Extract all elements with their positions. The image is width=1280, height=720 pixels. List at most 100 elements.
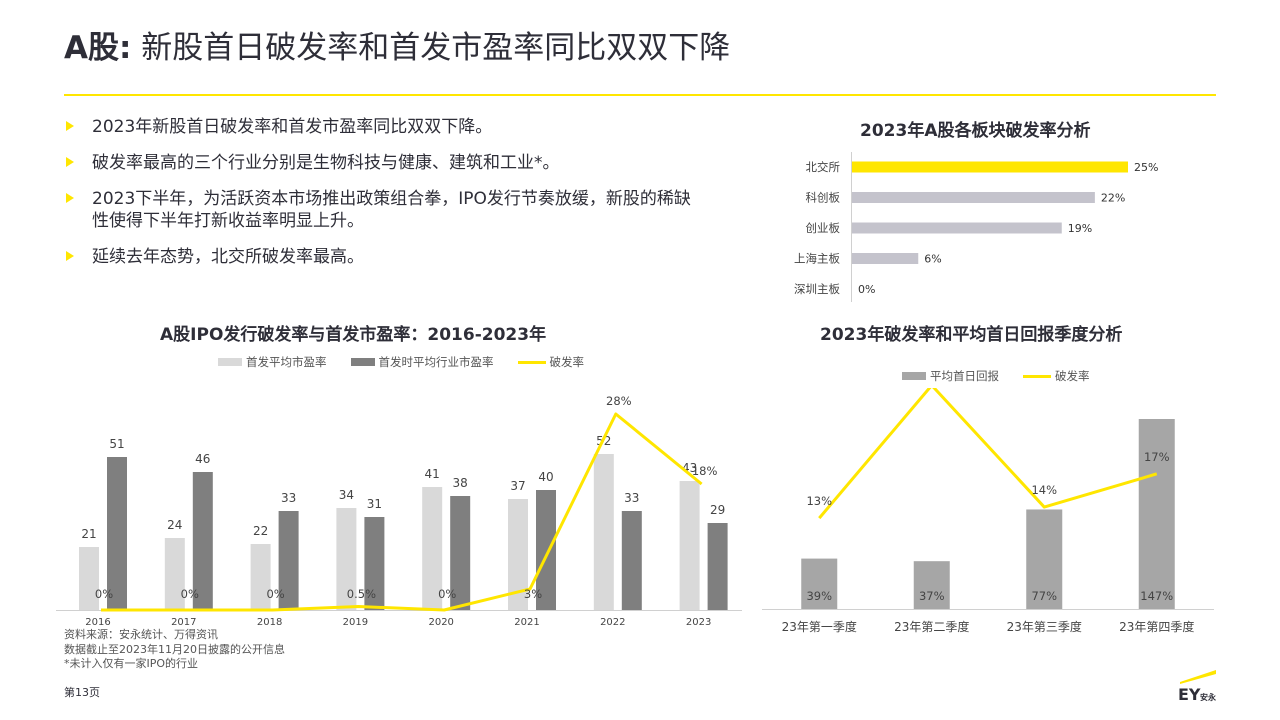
line-value-label: 0% bbox=[266, 587, 284, 601]
bar-value-label: 37% bbox=[919, 589, 945, 603]
value-label-avg: 37 bbox=[510, 479, 525, 493]
x-tick-label: 2019 bbox=[343, 617, 368, 628]
legend-swatch-grey bbox=[902, 372, 926, 380]
bar bbox=[852, 253, 919, 264]
logo-sub: 安永 bbox=[1200, 692, 1216, 702]
bar-avg-pe bbox=[164, 538, 185, 610]
bar-industry-pe bbox=[192, 472, 213, 610]
bar-industry-pe bbox=[536, 490, 556, 610]
value-label-avg: 22 bbox=[253, 524, 268, 538]
category-label: 科创板 bbox=[806, 191, 841, 205]
x-tick-label: 2022 bbox=[600, 617, 625, 628]
line-value-label: 13% bbox=[806, 494, 832, 508]
line-value-label: 3% bbox=[524, 587, 542, 601]
bullet-item: 2023年新股首日破发率和首发市盈率同比双双下降。 bbox=[64, 116, 704, 138]
line-value-label: 17% bbox=[1144, 450, 1170, 464]
value-label-industry: 40 bbox=[538, 470, 553, 484]
source-notes: 资料来源：安永统计、万得资讯 数据截止至2023年11月20日披露的公开信息 *… bbox=[64, 628, 285, 672]
x-tick-label: 23年第一季度 bbox=[782, 619, 857, 634]
break-rate-line bbox=[101, 412, 703, 612]
value-label-industry: 46 bbox=[195, 452, 210, 466]
annual-chart-title: A股IPO发行破发率与首发市盈率：2016-2023年 bbox=[160, 325, 547, 345]
bar-first-day-return bbox=[913, 561, 950, 609]
bar-value-label: 77% bbox=[1031, 589, 1057, 603]
bar-value-label: 147% bbox=[1140, 589, 1173, 603]
page-number: 第13页 bbox=[64, 686, 100, 699]
value-label-industry: 31 bbox=[367, 497, 382, 511]
bar-avg-pe bbox=[508, 499, 528, 610]
bar-first-day-return bbox=[1138, 419, 1175, 609]
value-label-avg: 21 bbox=[81, 527, 96, 541]
category-label: 北交所 bbox=[806, 160, 841, 174]
x-tick-label: 2016 bbox=[85, 617, 110, 628]
value-label: 22% bbox=[1101, 192, 1125, 205]
legend-label: 破发率 bbox=[1055, 369, 1090, 383]
ey-logo: EY 安永 bbox=[1178, 670, 1216, 704]
board-break-rate-chart: 北交所 25% 科创板 22% 创业板 19% 上海主板 6% 深圳主板 0% bbox=[794, 152, 1158, 302]
bar-first-day-return bbox=[801, 558, 838, 609]
value-label-industry: 33 bbox=[281, 491, 296, 505]
x-tick-label: 2020 bbox=[428, 617, 453, 628]
title-text: 新股首日破发率和首发市盈率同比双双下降 bbox=[141, 30, 731, 66]
bar-industry-pe bbox=[621, 511, 642, 610]
line-value-label: 0% bbox=[181, 587, 199, 601]
bar-industry-pe bbox=[278, 511, 299, 610]
bar-first-day-return bbox=[1026, 509, 1063, 609]
title-tag: A股: bbox=[64, 30, 132, 66]
legend-label: 平均首日回报 bbox=[930, 369, 999, 383]
bar bbox=[852, 192, 1095, 203]
value-label-industry: 33 bbox=[624, 491, 639, 505]
bullet-item: 2023下半年，为活跃资本市场推出政策组合拳，IPO发行节奏放缓，新股的稀缺性使… bbox=[64, 188, 704, 232]
value-label-industry: 38 bbox=[453, 476, 468, 490]
x-tick-label: 23年第四季度 bbox=[1119, 619, 1194, 634]
page-title: A股: 新股首日破发率和首发市盈率同比双双下降 bbox=[64, 22, 730, 67]
line-value-label: 28% bbox=[606, 394, 632, 408]
bullet-arrow-icon bbox=[66, 251, 74, 261]
bar-industry-pe bbox=[107, 457, 127, 610]
x-tick-label: 2023 bbox=[686, 617, 711, 628]
x-tick-label: 2018 bbox=[257, 617, 282, 628]
x-tick-label: 2021 bbox=[514, 617, 539, 628]
note-line: 资料来源：安永统计、万得资讯 bbox=[64, 628, 218, 641]
key-points-list: 2023年新股首日破发率和首发市盈率同比双双下降。 破发率最高的三个行业分别是生… bbox=[64, 116, 704, 282]
value-label-avg: 41 bbox=[425, 467, 440, 481]
bullet-arrow-icon bbox=[66, 121, 74, 131]
line-value-label: 18% bbox=[692, 464, 718, 478]
line-value-label: 0% bbox=[438, 587, 456, 601]
bar-avg-pe bbox=[336, 508, 357, 610]
legend-label: 首发平均市盈率 bbox=[246, 355, 327, 369]
logo-text: EY bbox=[1178, 685, 1201, 704]
bullet-arrow-icon bbox=[66, 157, 74, 167]
note-line: *未计入仅有一家IPO的行业 bbox=[64, 657, 199, 670]
x-tick-label: 2017 bbox=[171, 617, 196, 628]
legend-swatch-dark bbox=[350, 358, 375, 366]
bullet-item: 破发率最高的三个行业分别是生物科技与健康、建筑和工业*。 bbox=[64, 152, 704, 174]
note-line: 数据截止至2023年11月20日披露的公开信息 bbox=[64, 642, 285, 656]
value-label: 19% bbox=[1068, 222, 1092, 235]
bar bbox=[852, 222, 1062, 234]
x-tick-label: 23年第二季度 bbox=[894, 619, 969, 634]
value-label-industry: 29 bbox=[710, 503, 725, 517]
value-label-avg: 34 bbox=[339, 488, 354, 502]
category-label: 创业板 bbox=[806, 221, 841, 235]
bullet-text: 2023年新股首日破发率和首发市盈率同比双双下降。 bbox=[92, 117, 493, 137]
value-label-avg: 24 bbox=[167, 518, 182, 532]
x-tick-label: 23年第三季度 bbox=[1007, 619, 1082, 634]
logo-beam bbox=[1180, 670, 1216, 684]
line-value-label: 0.5% bbox=[347, 587, 376, 601]
bar-industry-pe bbox=[450, 496, 471, 610]
bullet-text: 2023下半年，为活跃资本市场推出政策组合拳，IPO发行节奏放缓，新股的稀缺性使… bbox=[92, 189, 691, 231]
annual-chart-legend: 首发平均市盈率 首发时平均行业市盈率 破发率 bbox=[218, 354, 584, 370]
bar-avg-pe bbox=[679, 481, 700, 610]
annual-ipo-chart: 21 51 2016 24 46 2017 22 33 2018 34 31 2019 41 38 2020… bbox=[56, 394, 742, 628]
bar-industry-pe bbox=[707, 523, 728, 610]
bar-industry-pe bbox=[364, 517, 385, 610]
legend-label: 破发率 bbox=[549, 355, 585, 369]
bar bbox=[852, 161, 1128, 173]
bar-avg-pe bbox=[422, 487, 443, 610]
bullet-text: 延续去年态势，北交所破发率最高。 bbox=[92, 247, 364, 267]
line-value-label: 14% bbox=[1031, 483, 1057, 497]
quarterly-chart-legend: 平均首日回报 破发率 bbox=[902, 368, 1090, 384]
value-label-industry: 51 bbox=[109, 437, 124, 451]
bar-avg-pe bbox=[79, 547, 99, 610]
